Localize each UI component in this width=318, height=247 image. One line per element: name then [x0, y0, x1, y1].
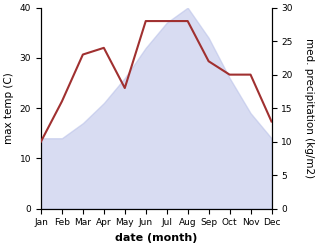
Y-axis label: med. precipitation (kg/m2): med. precipitation (kg/m2) — [304, 38, 314, 178]
Y-axis label: max temp (C): max temp (C) — [4, 72, 14, 144]
X-axis label: date (month): date (month) — [115, 233, 197, 243]
